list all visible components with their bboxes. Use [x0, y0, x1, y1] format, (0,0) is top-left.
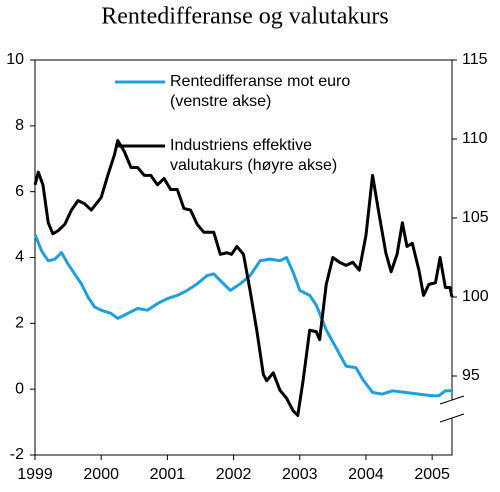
y-tick-label: 8	[15, 117, 24, 134]
y-tick-label: 6	[15, 183, 24, 200]
chart-title: Rentedifferanse og valutakurs	[101, 4, 388, 30]
axis-break-gap	[446, 400, 458, 418]
x-tick-label: 1999	[17, 466, 53, 483]
y-tick-label: 4	[15, 249, 24, 266]
axis-break	[439, 413, 465, 423]
y-tick-label: 10	[6, 51, 24, 68]
x-tick-label: 2005	[414, 466, 450, 483]
y2-tick-label: 105	[462, 209, 489, 226]
y-tick-label: 2	[15, 315, 24, 332]
y2-tick-label: 100	[462, 288, 489, 305]
axis-break	[439, 395, 465, 405]
data-line	[33, 139, 454, 417]
y-tick-label: 0	[15, 380, 24, 397]
legend-label: Industriens effektive valutakurs (høyre …	[170, 137, 338, 174]
legend-label: Rentedifferanse mot euro (venstre akse)	[170, 73, 351, 110]
y2-tick-label: 95	[462, 367, 480, 384]
x-tick-label: 2001	[150, 466, 186, 483]
x-tick-label: 2000	[83, 466, 119, 483]
x-tick-label: 2002	[216, 466, 252, 483]
y2-tick-label: 110	[462, 130, 488, 147]
y2-tick-label: 115	[462, 51, 488, 68]
y-tick-label: -2	[10, 446, 24, 463]
x-tick-label: 2004	[348, 466, 384, 483]
data-line	[33, 233, 452, 398]
x-tick-label: 2003	[282, 466, 318, 483]
